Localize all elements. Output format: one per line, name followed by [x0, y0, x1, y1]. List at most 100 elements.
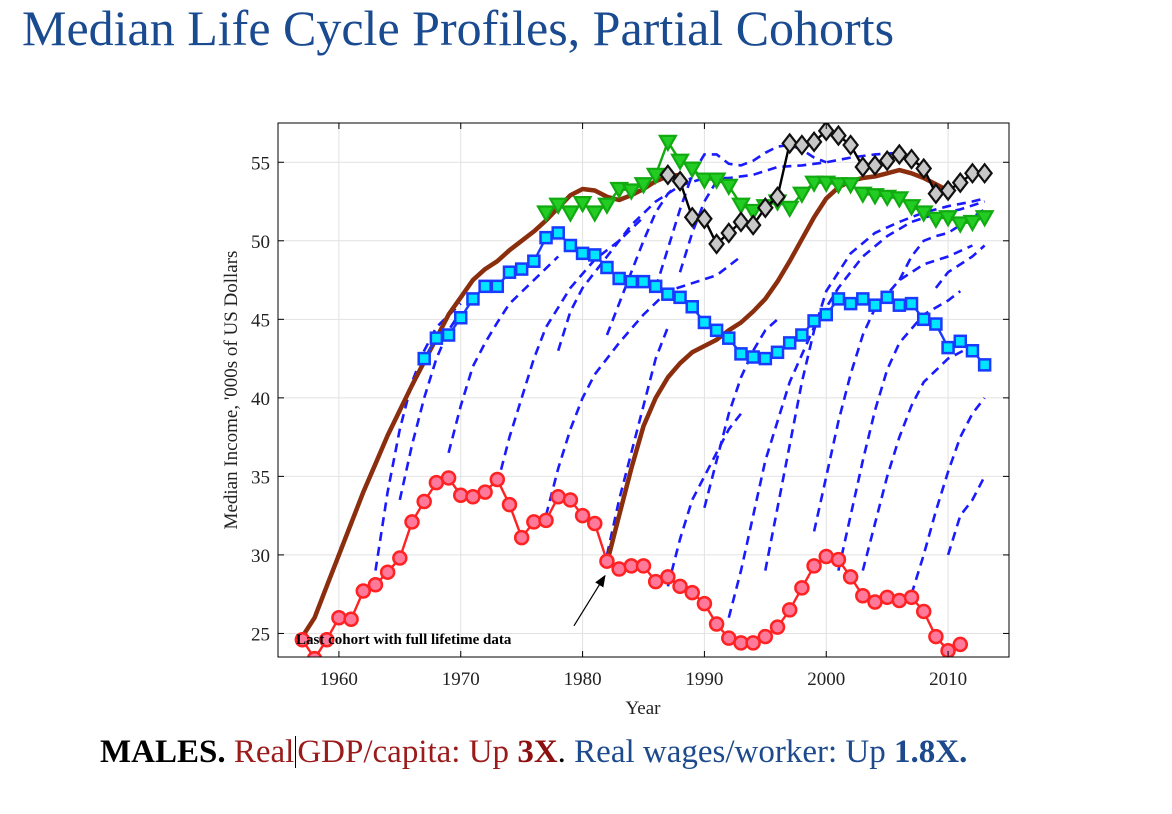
- data-point-circle: [952, 636, 969, 653]
- data-point-square: [831, 292, 846, 306]
- data-point-circle: [684, 584, 700, 601]
- data-point-circle: [367, 577, 384, 593]
- y-tick-label: 50: [251, 232, 270, 253]
- data-point-circle: [599, 553, 615, 569]
- data-point-square: [478, 279, 492, 294]
- y-tick-label: 55: [251, 153, 270, 174]
- data-point-circle: [672, 578, 688, 595]
- series-blue-dashed: [666, 412, 743, 587]
- data-point-square: [575, 246, 590, 261]
- data-point-triangle: [682, 161, 703, 179]
- data-point-diamond: [878, 149, 896, 172]
- data-point-square: [856, 292, 870, 306]
- data-point-diamond: [769, 186, 786, 208]
- dashed-cohort-line: [861, 344, 973, 571]
- data-point-circle: [769, 619, 786, 635]
- data-point-diamond: [951, 171, 969, 194]
- data-point-square: [539, 230, 553, 245]
- data-point-triangle: [779, 200, 800, 219]
- data-point-circle: [416, 493, 432, 510]
- footer-gdp-value: 3X: [517, 734, 558, 770]
- x-axis-label: Year: [625, 698, 661, 719]
- data-point-circle: [745, 635, 761, 651]
- data-point-circle: [891, 592, 908, 609]
- data-point-square: [734, 347, 748, 361]
- data-point-square: [588, 248, 602, 262]
- data-point-circle: [343, 611, 359, 628]
- data-point-circle: [574, 507, 591, 524]
- data-point-circle: [635, 558, 652, 574]
- series-red-circle: [294, 470, 969, 657]
- data-point-square: [697, 315, 712, 330]
- y-tick-label: 35: [251, 467, 270, 488]
- data-point-circle: [587, 515, 603, 532]
- data-point-square: [916, 312, 931, 327]
- data-point-square: [624, 274, 639, 289]
- data-point-square: [941, 340, 955, 355]
- data-point-square: [722, 331, 736, 345]
- dashed-cohort-line: [934, 244, 986, 289]
- plot-frame: [277, 122, 1010, 658]
- brown-profile-line: [604, 167, 950, 564]
- data-point-triangle: [560, 205, 581, 223]
- data-point-triangle: [840, 177, 861, 195]
- data-point-triangle: [609, 181, 630, 200]
- data-point-triangle: [950, 216, 971, 234]
- data-point-square: [454, 311, 468, 325]
- data-point-circle: [331, 609, 347, 626]
- data-point-diamond: [817, 123, 835, 142]
- data-point-diamond: [866, 154, 884, 177]
- data-point-circle: [855, 587, 871, 604]
- dashed-cohort-line: [910, 397, 986, 595]
- series-green-triangle: [536, 134, 995, 234]
- data-point-triangle: [621, 183, 642, 201]
- data-point-circle: [379, 564, 396, 580]
- data-point-diamond: [732, 211, 750, 233]
- data-point-diamond: [830, 124, 847, 147]
- data-point-circle: [294, 631, 311, 648]
- data-point-diamond: [842, 134, 860, 156]
- data-point-diamond: [720, 222, 738, 244]
- x-tick-label: 1980: [564, 669, 602, 690]
- data-point-square: [795, 328, 809, 342]
- x-tick-label: 1960: [320, 669, 358, 690]
- data-point-square: [965, 343, 980, 358]
- data-point-circle: [392, 550, 408, 566]
- data-point-square: [441, 328, 456, 342]
- data-point-circle: [501, 496, 518, 513]
- y-tick-label: 30: [251, 546, 270, 567]
- dashed-cohort-line: [544, 255, 742, 516]
- dashed-cohort-line: [837, 290, 962, 571]
- brown-profile-line: [300, 172, 681, 638]
- data-point-square: [466, 292, 480, 306]
- dashed-cohort-line: [946, 475, 986, 556]
- data-point-triangle: [657, 134, 678, 153]
- series-blue-dashed: [946, 475, 986, 556]
- data-point-circle: [404, 514, 420, 530]
- data-point-square: [636, 274, 651, 289]
- data-point-diamond: [708, 233, 725, 255]
- data-point-square: [746, 350, 760, 364]
- data-point-diamond: [939, 179, 957, 202]
- dashed-cohort-line: [812, 244, 973, 532]
- data-point-square: [685, 300, 699, 314]
- data-point-triangle: [584, 205, 605, 223]
- data-point-circle: [611, 561, 627, 577]
- dashed-cohort-line: [496, 216, 645, 485]
- series-blue-dashed: [496, 216, 645, 485]
- data-point-circle: [355, 583, 372, 599]
- data-point-triangle: [718, 178, 739, 197]
- data-point-triangle: [804, 175, 824, 193]
- data-point-square: [502, 265, 517, 279]
- series-blue-dashed: [703, 318, 779, 509]
- footer-gdp-text: GDP/capita: Up: [297, 734, 518, 770]
- data-point-diamond: [854, 156, 872, 178]
- data-point-circle: [757, 628, 774, 645]
- y-tick-label: 25: [251, 624, 270, 645]
- chart-series: [294, 123, 995, 657]
- data-point-diamond: [915, 157, 933, 180]
- data-point-triangle: [743, 203, 764, 222]
- data-point-triangle: [597, 197, 617, 215]
- data-point-square: [490, 279, 505, 294]
